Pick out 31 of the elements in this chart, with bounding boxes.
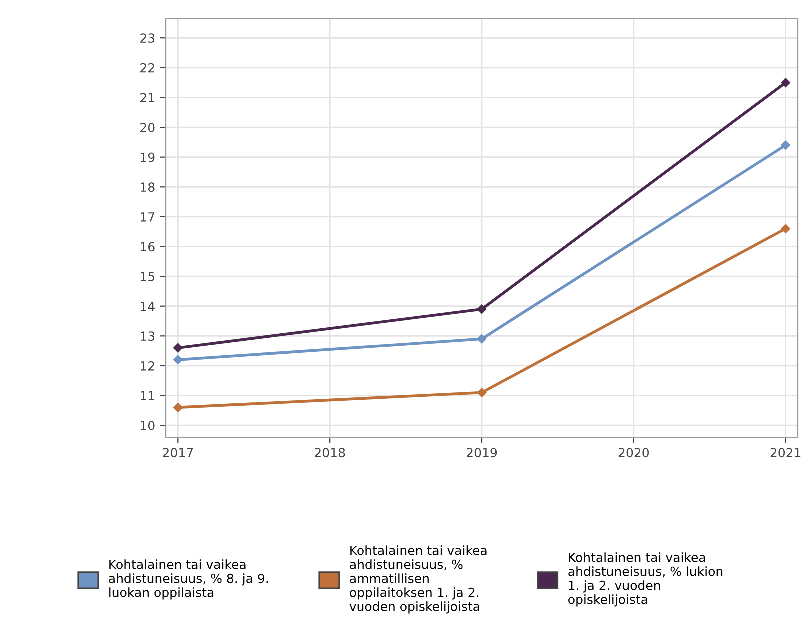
legend-label: Kohtalainen tai vaikea ahdistuneisuus, % ammatillisen oppilaitoksen 1. ja 2. vuoden opiskelijoista [350,546,487,614]
y-tick-label: 13 [141,332,155,342]
point [477,334,487,344]
y-tick-label: 15 [141,272,155,282]
y-tick-label: 14 [141,302,155,312]
y-tick-label: 21 [140,93,154,102]
y-tick-label: 11 [141,391,154,401]
x-tick-label: 2021 [770,448,801,458]
y-tick-label: 16 [141,242,155,252]
y-tick-label: 22 [140,63,154,73]
y-tick-label: 12 [141,361,154,371]
x-tick-label: 2018 [315,448,346,458]
x-tick-label: 2019 [467,448,498,458]
point [174,355,183,365]
point [174,343,183,353]
point [781,78,790,88]
point [781,140,790,150]
legend-label: Kohtalainen tai vaikea ahdistuneisuus, % 8. ja 9. luokan oppilaista [109,560,268,600]
legend-label: Kohtalainen tai vaikea ahdistuneisuus, % lukion 1. ja 2. vuoden opiskelijoista [568,552,723,607]
point [477,388,487,398]
y-tick-label: 18 [141,182,155,192]
point [477,304,487,314]
y-tick-label: 23 [140,34,155,44]
x-tick-label: 2017 [163,448,194,458]
y-tick-label: 19 [141,152,155,162]
point [174,403,183,412]
y-tick-label: 17 [141,212,155,222]
y-tick-label: 20 [140,123,155,132]
point [781,224,790,234]
y-tick-label: 10 [141,421,155,431]
x-tick-label: 2020 [618,448,649,458]
